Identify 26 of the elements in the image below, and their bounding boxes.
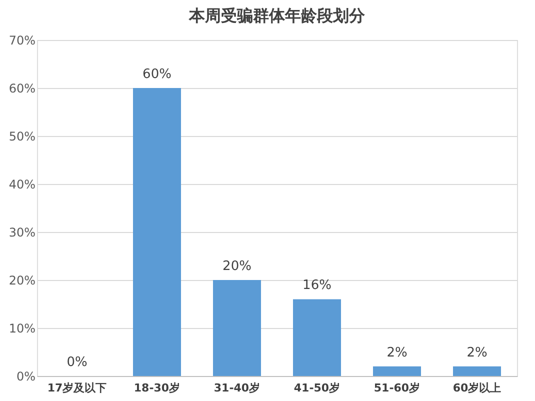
y-tick-label: 60% xyxy=(8,82,36,96)
x-tick-label: 41-50岁 xyxy=(294,382,340,394)
bar xyxy=(373,366,421,376)
bar xyxy=(453,366,501,376)
x-tick-label: 31-40岁 xyxy=(214,382,260,394)
data-label: 2% xyxy=(466,345,488,360)
y-tick-label: 70% xyxy=(8,34,36,48)
data-label: 20% xyxy=(222,259,252,274)
bar xyxy=(133,88,181,376)
x-tick-label: 60岁以上 xyxy=(452,382,502,394)
x-tick-label: 51-60岁 xyxy=(374,382,420,394)
x-tick-label: 17岁及以下 xyxy=(47,382,107,394)
y-tick-label: 0% xyxy=(16,370,36,384)
y-tick-label: 10% xyxy=(8,322,36,336)
chart-title: 本周受骗群体年龄段划分 xyxy=(188,6,366,25)
data-label: 60% xyxy=(142,67,172,82)
y-tick-label: 30% xyxy=(8,226,36,240)
data-label: 2% xyxy=(386,345,408,360)
bar xyxy=(293,299,341,376)
x-tick-label: 18-30岁 xyxy=(134,382,180,394)
bar xyxy=(213,280,261,376)
data-label: 16% xyxy=(302,278,332,294)
y-tick-label: 50% xyxy=(8,130,36,144)
y-tick-label: 40% xyxy=(8,178,36,192)
data-label: 0% xyxy=(66,355,88,370)
y-tick-label: 20% xyxy=(8,274,36,288)
